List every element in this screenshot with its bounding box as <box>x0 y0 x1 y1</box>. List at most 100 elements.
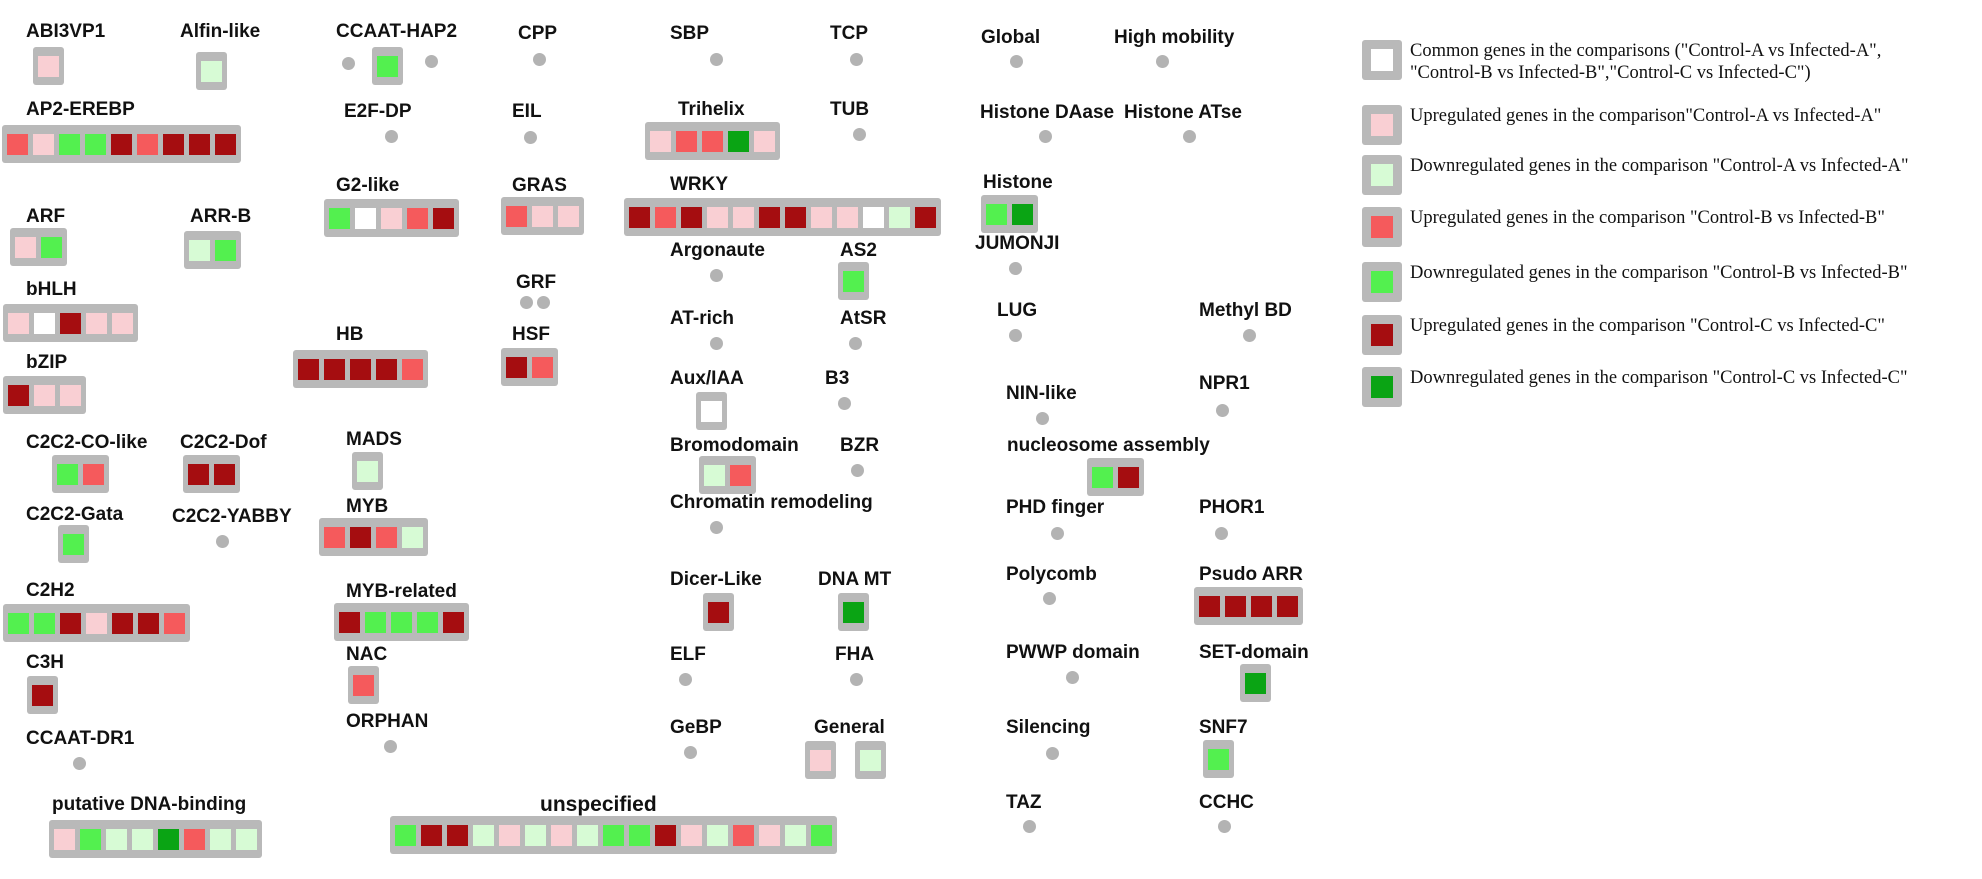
gene-cell-downA <box>889 206 910 228</box>
hb-gene-box <box>293 350 428 388</box>
ccaat-dr1-empty-dot <box>73 757 86 770</box>
legend-swatch-upA <box>1371 114 1393 136</box>
trihelix-gene-box <box>645 122 780 160</box>
set-domain-gene-box <box>1240 664 1271 702</box>
taz-empty-dot <box>1023 820 1036 833</box>
mads-gene-box <box>352 452 383 490</box>
gene-cell-upA <box>60 384 81 406</box>
c2c2-gata-gene-box <box>58 525 89 563</box>
gene-cell-upC <box>298 358 319 380</box>
gene-cell-downB <box>603 824 624 846</box>
gene-cell-upA <box>54 828 75 850</box>
myb-gene-box <box>319 518 428 556</box>
gene-cell-upB <box>730 464 751 486</box>
gene-cell-downB <box>8 612 29 634</box>
high-mobility-empty-dot <box>1156 55 1169 68</box>
family-label-putative-dna-binding: putative DNA-binding <box>52 794 247 815</box>
alfin-like-gene-box <box>196 52 227 90</box>
bhlh-gene-box <box>3 304 138 342</box>
gene-cell-upC <box>60 312 81 334</box>
gene-cell-upC <box>350 526 371 548</box>
gene-cell-upC <box>506 356 527 378</box>
gene-cell-upC <box>785 206 806 228</box>
histone-atse-empty-dot <box>1183 130 1196 143</box>
legend-swatch <box>1362 315 1402 355</box>
gene-cell-common <box>355 207 376 229</box>
npr1-empty-dot <box>1216 404 1229 417</box>
polycomb-empty-dot <box>1043 592 1056 605</box>
family-label-ccaat-dr1: CCAAT-DR1 <box>26 728 135 749</box>
legend-swatch-upC <box>1371 324 1393 346</box>
histone-gene-box <box>981 195 1038 233</box>
gene-cell-downC <box>1245 672 1266 694</box>
tub-empty-dot <box>853 128 866 141</box>
gene-cell-downB <box>41 236 62 258</box>
gene-cell-upA <box>34 384 55 406</box>
c2c2-yabby-empty-dot <box>216 535 229 548</box>
gene-cell-upB <box>506 205 527 227</box>
legend-line-1: Upregulated genes in the comparison"Cont… <box>1410 106 1882 126</box>
family-label-at-rich: AT-rich <box>670 308 735 329</box>
family-label-e2f-dp: E2F-DP <box>344 101 412 122</box>
general-gene-box <box>805 741 836 779</box>
ccaat-hap2-gene-box <box>372 47 403 85</box>
family-label-bromodomain: Bromodomain <box>670 435 799 456</box>
legend-swatch <box>1362 105 1402 145</box>
family-label-atsr: AtSR <box>840 308 887 329</box>
nucleosome-assembly-gene-box <box>1087 458 1144 496</box>
gene-cell-upC <box>1277 595 1298 617</box>
gene-cell-upC <box>1118 466 1139 488</box>
atsr-empty-dot <box>849 337 862 350</box>
family-label-gebp: GeBP <box>670 717 722 738</box>
family-label-psudo-arr: Psudo ARR <box>1199 564 1303 585</box>
family-label-argonaute: Argonaute <box>670 240 765 261</box>
gene-cell-upC <box>163 133 184 155</box>
gene-cell-downB <box>80 828 101 850</box>
gene-cell-upC <box>339 611 360 633</box>
gene-cell-upB <box>137 133 158 155</box>
family-label-global: Global <box>981 27 1041 48</box>
gene-cell-upC <box>433 207 454 229</box>
family-label-hsf: HSF <box>512 324 550 345</box>
eil-empty-dot <box>524 131 537 144</box>
gene-cell-upB <box>7 133 28 155</box>
bromodomain-gene-box <box>699 456 756 494</box>
gene-cell-downB <box>1092 466 1113 488</box>
gene-cell-upC <box>1251 595 1272 617</box>
family-label-lug: LUG <box>997 300 1038 321</box>
family-label-jumonji: JUMONJI <box>975 233 1060 254</box>
gene-cell-downA <box>707 824 728 846</box>
family-label-histone: Histone <box>983 172 1053 193</box>
bzr-empty-dot <box>851 464 864 477</box>
gene-cell-downA <box>201 60 222 82</box>
family-label-silencing: Silencing <box>1006 717 1091 738</box>
legend-swatch-upB <box>1371 216 1393 238</box>
family-label-eil: EIL <box>512 101 542 122</box>
at-rich-empty-dot <box>710 337 723 350</box>
legend-item-upA: Upregulated genes in the comparison"Cont… <box>1362 105 1881 145</box>
gene-cell-upA <box>33 133 54 155</box>
psudo-arr-gene-box <box>1194 587 1303 625</box>
gene-cell-upA <box>551 824 572 846</box>
family-label-cpp: CPP <box>518 23 558 44</box>
family-label-chromatin-remodeling: Chromatin remodeling <box>670 492 873 513</box>
c2c2-co-like-gene-box <box>52 455 109 493</box>
family-label-myb-related: MYB-related <box>346 581 457 602</box>
gene-cell-upB <box>676 130 697 152</box>
legend-swatch <box>1362 262 1402 302</box>
orphan-empty-dot <box>384 740 397 753</box>
elf-empty-dot <box>679 673 692 686</box>
gene-cell-downB <box>986 203 1007 225</box>
gene-cell-upB <box>733 824 754 846</box>
gene-cell-upA <box>837 206 858 228</box>
gene-cell-downA <box>132 828 153 850</box>
legend-item-downA: Downregulated genes in the comparison "C… <box>1362 155 1909 195</box>
gene-cell-downB <box>377 55 398 77</box>
family-label-bzip: bZIP <box>26 352 68 373</box>
snf7-gene-box <box>1203 740 1234 778</box>
gene-cell-upB <box>702 130 723 152</box>
family-label-histone-atse: Histone ATse <box>1124 102 1242 123</box>
gene-cell-downB <box>63 533 84 555</box>
gene-cell-upA <box>86 612 107 634</box>
family-label-c2c2-yabby: C2C2-YABBY <box>172 506 292 527</box>
